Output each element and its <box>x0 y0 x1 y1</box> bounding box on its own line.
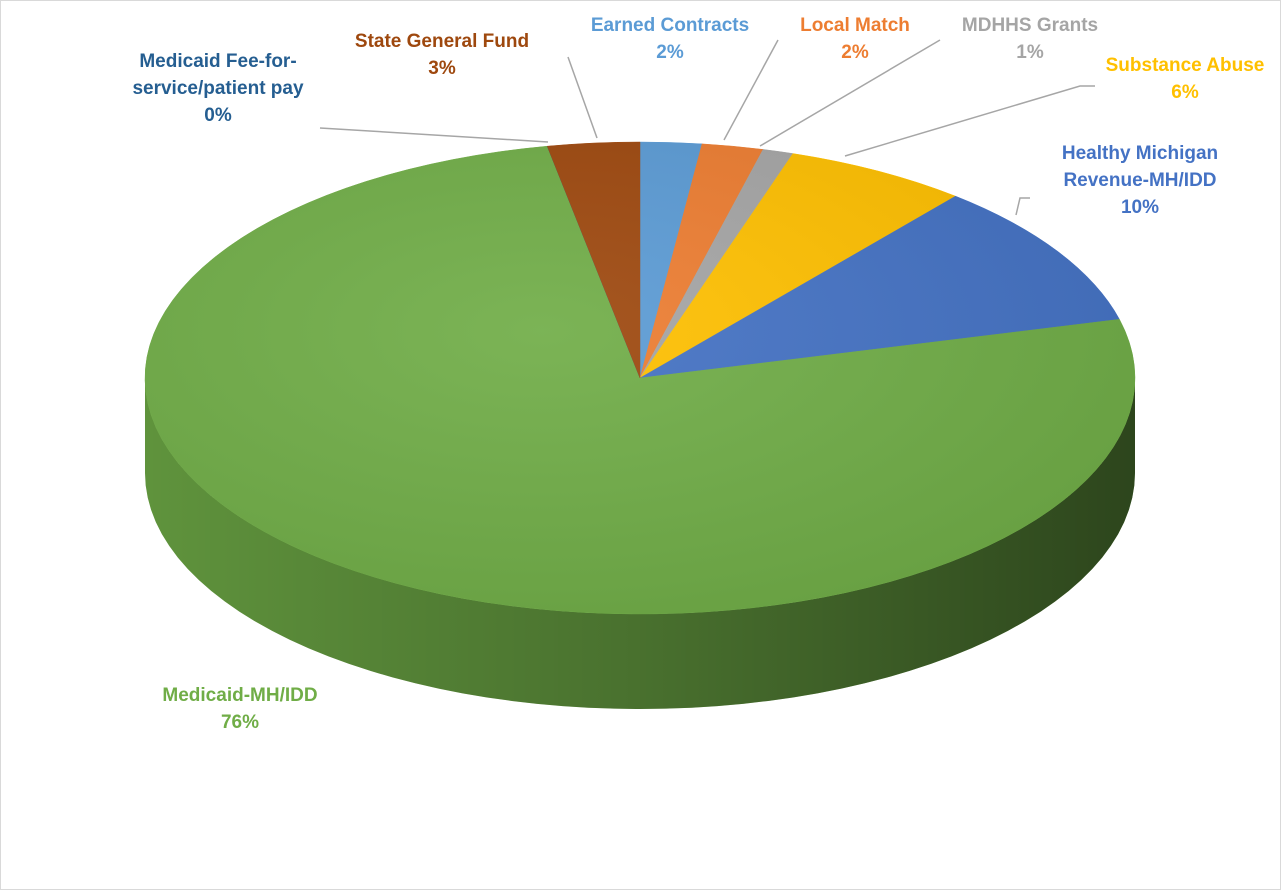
data-label: Substance Abuse 6% <box>1085 52 1281 106</box>
category-label: Healthy Michigan Revenue-MH/IDD <box>1061 143 1219 191</box>
category-label: Substance Abuse <box>1105 55 1265 76</box>
slice-side-shade <box>145 378 1135 709</box>
data-label: Healthy Michigan Revenue-MH/IDD 10% <box>1030 140 1250 221</box>
data-label: MDHHS Grants 1% <box>940 12 1120 66</box>
leader-line <box>319 127 549 143</box>
leader-line <box>1015 197 1030 216</box>
value-label: 10% <box>1120 197 1160 218</box>
value-label: 1% <box>1016 42 1044 63</box>
category-label: Local Match <box>800 15 910 36</box>
category-label: MDHHS Grants <box>961 15 1099 36</box>
value-label: 6% <box>1171 82 1199 103</box>
value-label: 76% <box>220 712 260 733</box>
category-label: State General Fund <box>354 31 530 52</box>
data-label: Medicaid Fee-for-service/patient pay 0% <box>98 48 338 129</box>
category-label: Medicaid Fee-for-service/patient pay <box>132 51 304 99</box>
category-label: Medicaid-MH/IDD <box>162 685 318 706</box>
top-shade <box>145 142 1135 614</box>
leader-line <box>759 39 941 147</box>
leader-line <box>723 39 779 141</box>
data-label: Medicaid-MH/IDD 76% <box>130 682 350 736</box>
category-label: Earned Contracts <box>590 15 750 36</box>
leader-line <box>567 56 598 139</box>
value-label: 2% <box>841 42 869 63</box>
value-label: 3% <box>428 58 456 79</box>
value-label: 2% <box>656 42 684 63</box>
data-label: Local Match 2% <box>775 12 935 66</box>
leader-line <box>844 85 1095 157</box>
value-label: 0% <box>204 105 232 126</box>
leader-lines <box>319 39 1095 216</box>
data-label: Earned Contracts 2% <box>570 12 770 66</box>
data-label: State General Fund 3% <box>332 28 552 82</box>
